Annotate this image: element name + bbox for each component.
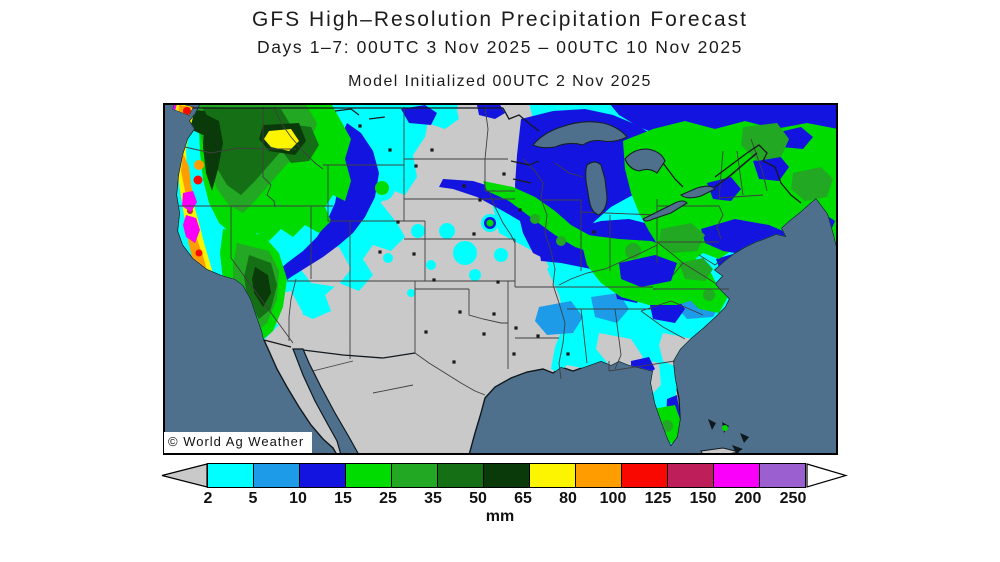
colorbar-segment	[621, 463, 668, 488]
lake-ontario	[679, 185, 716, 199]
precip-blob	[453, 241, 477, 265]
colorbar-segment	[391, 463, 438, 488]
colorbar-segment	[575, 463, 622, 488]
colorbar-tick: 125	[644, 490, 672, 507]
precip-blob	[530, 214, 540, 224]
precip-blob	[194, 160, 204, 170]
st-lawrence-river	[714, 152, 758, 188]
precip-blob	[401, 105, 437, 125]
precip-blob	[791, 167, 833, 201]
precip-blob	[183, 107, 191, 115]
precip-blob	[486, 219, 494, 227]
precip-blob	[375, 181, 389, 195]
precip-blob	[411, 224, 425, 238]
colorbar-tick: 2	[203, 490, 213, 507]
colorbar-right-arrow	[806, 463, 848, 488]
map-frame	[163, 103, 838, 455]
colorbar-tick: 15	[334, 490, 352, 507]
precip-blob	[426, 260, 436, 270]
precip-blob	[741, 123, 789, 161]
colorbar-unit: mm	[485, 508, 515, 525]
precip-blob	[383, 253, 393, 263]
precip-blob	[659, 223, 705, 253]
lake-erie	[642, 200, 688, 222]
colorbar-tick: 250	[779, 490, 807, 507]
island-precip-speck	[722, 425, 728, 431]
precip-blob	[619, 255, 677, 287]
watermark: © World Ag Weather	[164, 432, 313, 453]
colorbar-segment	[207, 463, 254, 488]
precip-blob	[535, 301, 583, 335]
precip-blob	[183, 215, 200, 243]
precip-blob	[703, 289, 715, 301]
forecast-map: © World Ag Weather	[163, 103, 838, 455]
colorbar-left-arrow	[161, 463, 208, 488]
colorbar-unit-row: mm	[160, 508, 832, 526]
colorbar-segment	[667, 463, 714, 488]
precip-blob	[439, 223, 455, 239]
precip-blob	[494, 248, 508, 262]
precip-blob	[252, 267, 271, 307]
precip-blob	[193, 175, 203, 185]
colorbar-tick: 150	[689, 490, 717, 507]
precip-blob	[591, 293, 629, 323]
colorbar-tick-labels: 2 5 10 15 25 35 50 65 80 100 125 150 200…	[160, 490, 832, 508]
precip-blob	[439, 179, 561, 237]
colorbar-tick: 5	[248, 490, 258, 507]
colorbar-segment	[759, 463, 806, 488]
colorbar-tick: 50	[469, 490, 487, 507]
great-lakes	[532, 121, 758, 222]
colorbar-tick: 100	[599, 490, 627, 507]
colorbar-segment	[483, 463, 530, 488]
terrain-specks	[334, 108, 596, 364]
dry-pocket	[511, 249, 549, 281]
colorbar-segment	[437, 463, 484, 488]
precipitation-layers	[173, 103, 838, 451]
colorbar-segment	[529, 463, 576, 488]
colorbar-tick: 35	[424, 490, 442, 507]
precip-blob	[556, 236, 566, 246]
page-title: GFS High–Resolution Precipitation Foreca…	[251, 8, 749, 31]
colorbar-segment	[253, 463, 300, 488]
colorbar-segment	[713, 463, 760, 488]
colorbar	[160, 463, 848, 488]
precip-blob	[182, 191, 197, 212]
lake-michigan	[585, 161, 608, 216]
lake-huron	[624, 148, 666, 174]
colorbar-tick: 200	[734, 490, 762, 507]
precip-blob	[707, 177, 741, 201]
national-borders	[193, 107, 802, 359]
gulf-of-california	[292, 348, 360, 455]
precip-blob	[264, 129, 299, 151]
precip-blob	[679, 258, 713, 281]
colorbar-tick: 65	[514, 490, 532, 507]
model-init-line: Model Initialized 00UTC 2 Nov 2025	[348, 73, 652, 90]
precip-blob	[477, 103, 505, 119]
precip-blob	[195, 249, 203, 257]
forecast-period-subtitle: Days 1–7: 00UTC 3 Nov 2025 – 00UTC 10 No…	[256, 37, 744, 57]
precip-blob	[407, 289, 415, 297]
colorbar-segment	[345, 463, 392, 488]
colorbar-tick: 10	[289, 490, 307, 507]
precip-blob	[753, 155, 789, 181]
colorbar-segment	[299, 463, 346, 488]
precipitation-map-svg	[163, 103, 838, 455]
precip-blob	[469, 269, 481, 281]
state-borders	[179, 106, 768, 396]
lake-superior	[532, 121, 628, 149]
colorbar-tick: 25	[379, 490, 397, 507]
precip-blob	[175, 103, 215, 295]
colorbar-tick: 80	[559, 490, 577, 507]
